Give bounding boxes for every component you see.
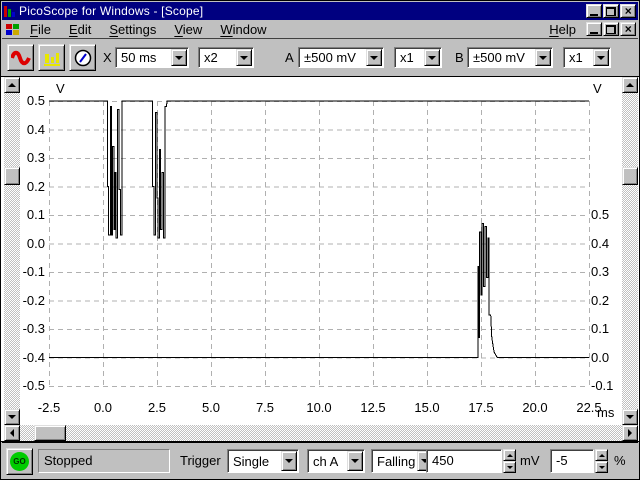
- trigger-direction-value: Falling: [377, 454, 416, 469]
- go-button[interactable]: GO: [6, 448, 33, 475]
- trigger-delay-input[interactable]: -5: [550, 449, 594, 473]
- status-bar: GO Stopped Trigger Single ch A Falling 4…: [2, 442, 638, 479]
- chevron-down-icon[interactable]: [281, 451, 297, 471]
- delay-unit-label: %: [614, 453, 626, 468]
- trigger-mode-value: Single: [233, 454, 270, 469]
- menu-window[interactable]: Window: [220, 21, 267, 37]
- windows-flag-icon[interactable]: [6, 23, 19, 35]
- close-button[interactable]: ×: [620, 4, 636, 18]
- trigger-delay-spinner[interactable]: -5: [550, 449, 608, 473]
- x-multiplier-value: x2: [204, 50, 218, 65]
- timebase-label: X: [103, 50, 112, 65]
- channel-b-label: B: [455, 50, 464, 65]
- toolbar: X 50 ms x2 A ±500 mV x1 B ±500 mV x1: [2, 40, 638, 76]
- scroll-left-icon[interactable]: [4, 425, 20, 441]
- spin-up-icon[interactable]: [595, 449, 608, 461]
- channel-b-range-value: ±500 mV: [473, 50, 525, 65]
- channel-a-label: A: [285, 50, 294, 65]
- spin-up-icon[interactable]: [503, 449, 516, 461]
- scroll-up-icon[interactable]: [4, 77, 20, 93]
- restore-button[interactable]: [603, 4, 619, 18]
- trigger-threshold-input[interactable]: 450: [426, 449, 502, 473]
- channel-b-multiplier-value: x1: [569, 50, 583, 65]
- go-icon: GO: [10, 452, 29, 471]
- menu-view[interactable]: View: [174, 21, 203, 37]
- time-scrollbar[interactable]: [4, 425, 638, 441]
- minimize-button[interactable]: [586, 4, 602, 18]
- scroll-right-icon[interactable]: [622, 425, 638, 441]
- scrollbar-thumb[interactable]: [34, 425, 66, 441]
- trigger-label: Trigger: [180, 453, 221, 468]
- channel-a-range-select[interactable]: ±500 mV: [298, 47, 384, 68]
- trigger-channel-value: ch A: [313, 454, 339, 469]
- status-field: Stopped: [38, 449, 170, 473]
- channel-b-offset-scrollbar[interactable]: [622, 77, 638, 425]
- spin-down-icon[interactable]: [503, 461, 516, 473]
- menu-help[interactable]: Help: [549, 21, 576, 37]
- timebase-value: 50 ms: [121, 50, 157, 65]
- trigger-mode-select[interactable]: Single: [227, 449, 299, 473]
- chevron-down-icon[interactable]: [366, 49, 382, 66]
- channel-a-range-value: ±500 mV: [304, 50, 356, 65]
- meter-gauge-icon: [74, 49, 91, 66]
- trigger-threshold-spinner[interactable]: 450: [426, 449, 516, 473]
- title-bar: PicoScope for Windows - [Scope] ×: [2, 2, 638, 20]
- scope-display-area: [1, 76, 639, 442]
- spectrum-bars-icon: [43, 52, 60, 66]
- child-close-button[interactable]: ×: [620, 22, 636, 36]
- scope-waveform-icon: [10, 50, 31, 65]
- channel-a-multiplier-select[interactable]: x1: [394, 47, 442, 68]
- scrollbar-thumb[interactable]: [622, 167, 638, 185]
- chevron-down-icon[interactable]: [347, 451, 363, 471]
- channel-a-multiplier-value: x1: [400, 50, 414, 65]
- menu-edit[interactable]: Edit: [68, 21, 92, 37]
- scrollbar-thumb[interactable]: [4, 167, 20, 185]
- child-restore-button[interactable]: [603, 22, 619, 36]
- child-minimize-button[interactable]: [586, 22, 602, 36]
- scroll-up-icon[interactable]: [622, 77, 638, 93]
- threshold-unit-label: mV: [520, 453, 540, 468]
- scroll-down-icon[interactable]: [4, 409, 20, 425]
- spectrum-view-button[interactable]: [38, 44, 65, 71]
- chevron-down-icon[interactable]: [236, 49, 252, 66]
- app-logo-icon: [4, 5, 15, 17]
- chevron-down-icon[interactable]: [535, 49, 551, 66]
- chevron-down-icon[interactable]: [424, 49, 440, 66]
- menu-settings[interactable]: Settings: [109, 21, 157, 37]
- scroll-down-icon[interactable]: [622, 409, 638, 425]
- trigger-channel-select[interactable]: ch A: [307, 449, 365, 473]
- chevron-down-icon[interactable]: [171, 49, 187, 66]
- window-title: PicoScope for Windows - [Scope]: [19, 4, 204, 18]
- x-multiplier-select[interactable]: x2: [198, 47, 254, 68]
- menu-file[interactable]: File: [30, 21, 51, 37]
- chevron-down-icon[interactable]: [593, 49, 609, 66]
- spin-down-icon[interactable]: [595, 461, 608, 473]
- meter-view-button[interactable]: [69, 44, 96, 71]
- scope-view-button[interactable]: [7, 44, 34, 71]
- channel-b-multiplier-select[interactable]: x1: [563, 47, 611, 68]
- menu-bar: File Edit Settings View Window Help ×: [2, 20, 638, 39]
- timebase-select[interactable]: 50 ms: [115, 47, 189, 68]
- channel-b-range-select[interactable]: ±500 mV: [467, 47, 553, 68]
- channel-a-offset-scrollbar[interactable]: [4, 77, 20, 425]
- menu-items: File Edit Settings View Window: [21, 21, 276, 38]
